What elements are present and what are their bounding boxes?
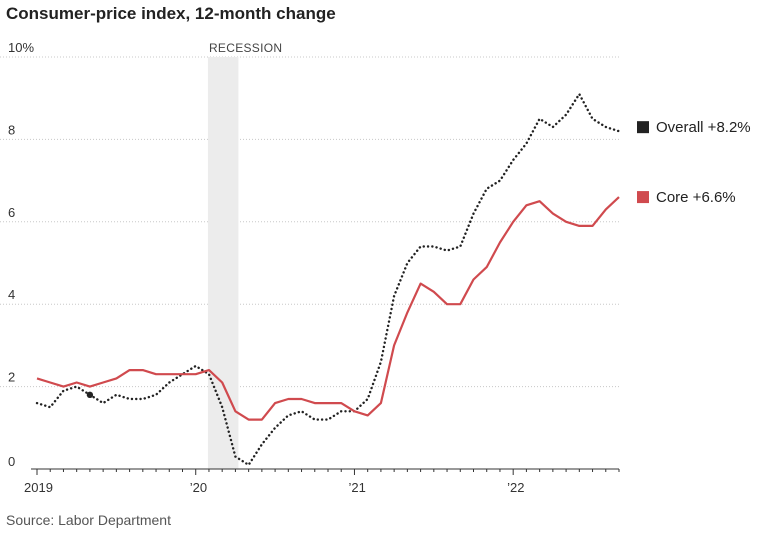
x-tick-label: ’20 [190,480,207,495]
y-axis-ticks: 0 2 4 6 8 10% [8,40,34,469]
x-axis: 2019 ’20 ’21 ’22 [24,468,620,495]
recession-label: RECESSION [209,41,282,55]
legend-swatch-overall [637,121,649,134]
x-tick-label: 2019 [24,480,53,495]
legend-label-overall: Overall +8.2% [656,119,751,136]
series-line-overall [35,92,621,467]
y-tick-label: 0 [8,454,15,469]
recession-band: RECESSION [207,41,282,469]
chart-title: Consumer-price index, 12-month change [6,4,336,23]
y-tick-label: 6 [8,205,15,220]
series-line-core [36,196,620,421]
y-tick-label: 10% [8,40,34,55]
legend: Overall +8.2% Core +6.6% [637,119,751,206]
grid-lines [0,56,619,388]
line-chart: RECESSION 0 2 4 6 8 10% 2019 ’20 ’21 ’22 Overall… [0,40,751,495]
y-tick-label: 2 [8,370,15,385]
highlight-point [86,391,94,399]
x-tick-label: ’21 [348,480,365,495]
series-lines [35,92,621,467]
x-tick-label: ’22 [507,480,524,495]
recession-shade [207,57,239,469]
legend-label-core: Core +6.6% [656,189,736,206]
legend-swatch-core [637,191,649,204]
y-tick-label: 8 [8,122,15,137]
y-tick-label: 4 [8,287,15,302]
source-note: Source: Labor Department [6,512,171,528]
